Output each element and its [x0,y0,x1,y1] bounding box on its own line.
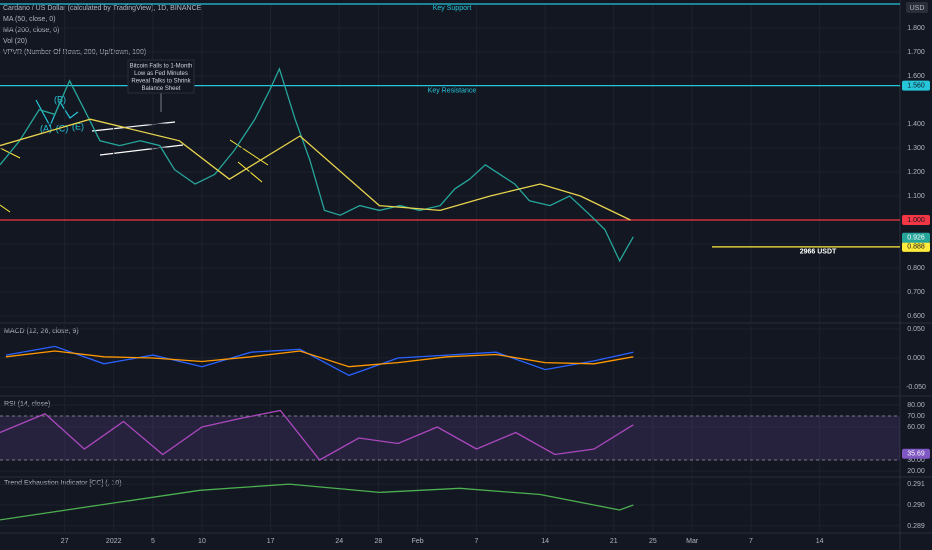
axis-unit: USD [910,5,925,12]
chart-title: Cardano / US Dollar (calculated by Tradi… [3,5,202,12]
rsi-band [0,416,900,461]
y-tick-label: 0.291 [907,481,925,488]
y-tick-label: -0.050 [906,384,926,391]
value-tag [902,448,930,459]
indicator-label: MA (50, close, 0) [3,16,56,23]
pane-title: Trend Exhaustion Indicator [CC] (, 10) [4,480,122,487]
wedge-line [229,139,269,166]
value-tag-label: 35.69 [907,451,925,458]
y-tick-label: 0.700 [907,289,925,296]
price-tag [902,241,930,252]
x-tick-label: 27 [61,538,69,545]
wedge-line [0,204,11,213]
y-tick-label: 1.100 [907,193,925,200]
y-tick-label: 20.00 [907,468,925,475]
annotation-box [127,59,195,94]
x-tick-label: 28 [375,538,383,545]
y-tick-label: 1.700 [907,49,925,56]
wave-label: (E) [72,121,84,131]
wave-label: (B) [54,94,66,104]
indicator-label: Vol (20) [3,38,27,45]
y-tick-label: 70.00 [907,413,925,420]
x-tick-label: 17 [267,538,275,545]
y-tick-label: 0.050 [907,326,925,333]
unit-tag [906,2,928,13]
series-line [5,350,634,368]
annotation-text: Balance Sheet [141,86,180,92]
x-tick-label: 10 [198,538,206,545]
y-tick-label: 0.800 [907,265,925,272]
series-line [0,483,634,521]
wave-label: (C) [56,123,69,133]
x-tick-label: Feb [412,538,424,545]
y-tick-label: 0.000 [907,355,925,362]
annotation-text: Reveal Talks to Shrink [131,79,191,85]
last-price-label: 0.926 [907,235,925,242]
x-tick-label: 2022 [106,538,122,545]
x-tick-label: 21 [610,538,618,545]
y-tick-label: 30.00 [907,457,925,464]
price-tag-label: 1.000 [907,217,925,224]
y-tick-label: 60.00 [907,424,925,431]
level-label: 2966 USDT [800,249,837,256]
price-tag [902,215,930,225]
y-tick-label: 80.00 [907,402,925,409]
y-tick-label: 1.600 [907,73,925,80]
series-line [0,118,631,221]
last-price-tag [902,232,930,243]
level-label: Key Support [433,5,472,12]
x-tick-label: Mar [686,538,699,545]
annotation-text: Low as Fed Minutes [134,71,188,77]
x-tick-label: 14 [541,538,549,545]
price-tag-label: 0.888 [907,244,925,251]
indicator-label: MA (200, close, 0) [3,27,59,34]
y-tick-label: 1.400 [907,121,925,128]
x-tick-label: 25 [649,538,657,545]
series-line [0,409,634,461]
pane-title: MACD (12, 26, close, 9) [4,328,79,335]
series-line [5,345,634,377]
y-tick-label: 1.800 [907,25,925,32]
y-tick-label: 0.600 [907,313,925,320]
y-tick-label: 0.290 [907,502,925,509]
pane-title: RSI (14, close) [4,401,50,408]
x-tick-label: 5 [151,538,155,545]
y-tick-label: 1.200 [907,169,925,176]
price-tag-label: 1.560 [907,82,925,89]
x-tick-label: 14 [816,538,824,545]
wave-label: (A) [40,123,52,133]
price-tag [902,80,930,91]
level-label: Key Resistance [428,87,477,94]
annotation-text: Bitcoin Falls to 1-Month [130,64,193,70]
x-tick-label: 7 [749,538,753,545]
series-line [0,66,634,263]
y-tick-label: 0.289 [907,523,925,530]
x-tick-label: 24 [335,538,343,545]
x-tick-label: 7 [475,538,479,545]
y-tick-label: 1.300 [907,145,925,152]
